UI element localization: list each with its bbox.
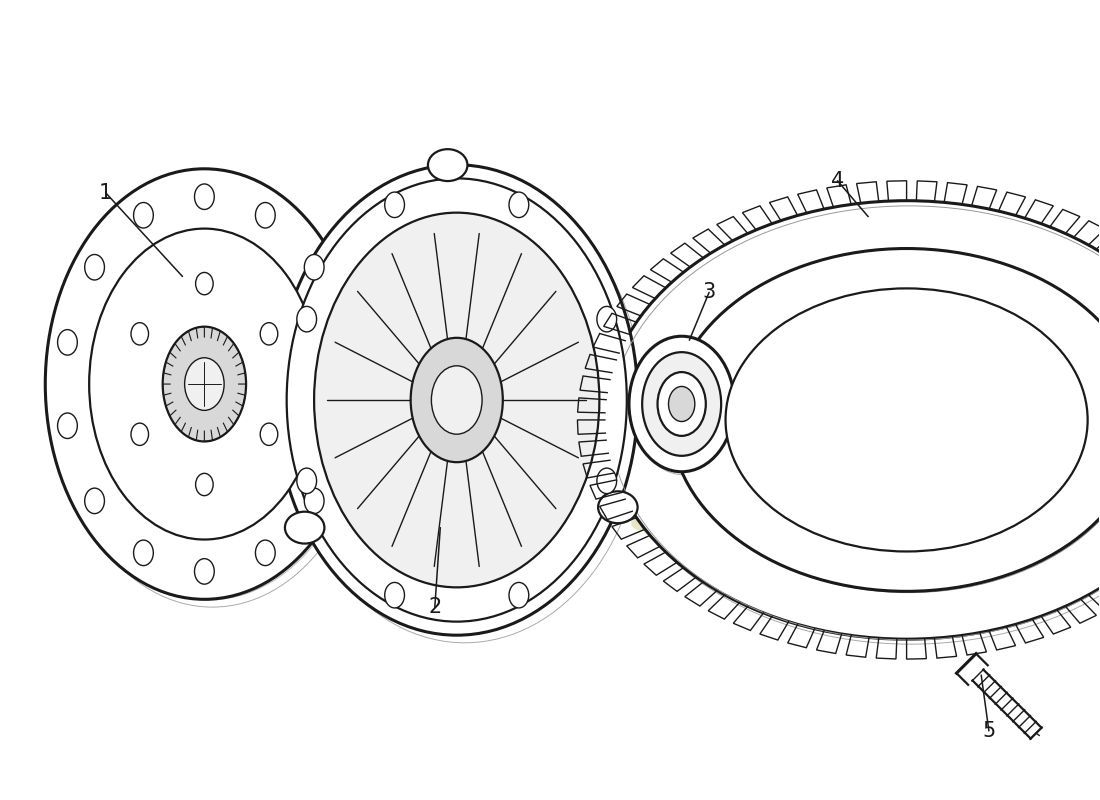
Ellipse shape — [255, 540, 275, 566]
Ellipse shape — [669, 386, 695, 422]
Ellipse shape — [195, 184, 214, 210]
Ellipse shape — [315, 213, 600, 587]
Ellipse shape — [410, 338, 503, 462]
Ellipse shape — [658, 372, 706, 436]
Ellipse shape — [642, 352, 722, 456]
Text: passion performance 198: passion performance 198 — [256, 308, 844, 635]
Ellipse shape — [297, 468, 317, 494]
Ellipse shape — [276, 165, 638, 635]
Ellipse shape — [671, 249, 1100, 591]
Ellipse shape — [131, 423, 149, 446]
Text: 3: 3 — [703, 282, 716, 302]
Ellipse shape — [726, 288, 1088, 551]
Ellipse shape — [57, 330, 77, 355]
Ellipse shape — [305, 488, 324, 514]
Ellipse shape — [185, 358, 224, 410]
Text: 2: 2 — [428, 598, 441, 618]
Ellipse shape — [331, 330, 351, 355]
Ellipse shape — [305, 254, 324, 280]
Ellipse shape — [261, 423, 278, 446]
Ellipse shape — [385, 582, 405, 608]
Ellipse shape — [195, 558, 214, 584]
Ellipse shape — [45, 169, 363, 599]
Ellipse shape — [261, 322, 278, 345]
Ellipse shape — [255, 202, 275, 228]
Ellipse shape — [297, 306, 317, 332]
Ellipse shape — [629, 336, 735, 472]
Ellipse shape — [133, 540, 153, 566]
Ellipse shape — [509, 582, 529, 608]
Ellipse shape — [509, 192, 529, 218]
Text: 1: 1 — [99, 182, 112, 202]
Text: ces: ces — [343, 293, 757, 507]
Ellipse shape — [196, 474, 213, 496]
Ellipse shape — [163, 326, 246, 442]
Ellipse shape — [605, 201, 1100, 639]
Ellipse shape — [385, 192, 405, 218]
Text: 4: 4 — [830, 170, 844, 190]
Ellipse shape — [131, 322, 149, 345]
Ellipse shape — [287, 178, 627, 622]
Ellipse shape — [428, 149, 468, 181]
Ellipse shape — [85, 488, 104, 514]
Ellipse shape — [196, 273, 213, 294]
Ellipse shape — [331, 413, 351, 438]
Ellipse shape — [597, 468, 617, 494]
Ellipse shape — [285, 512, 324, 543]
Ellipse shape — [431, 366, 482, 434]
Ellipse shape — [89, 229, 320, 539]
Ellipse shape — [133, 202, 153, 228]
Ellipse shape — [85, 254, 104, 280]
Text: 5: 5 — [982, 721, 996, 741]
Ellipse shape — [597, 306, 617, 332]
Ellipse shape — [57, 413, 77, 438]
Ellipse shape — [598, 491, 638, 523]
